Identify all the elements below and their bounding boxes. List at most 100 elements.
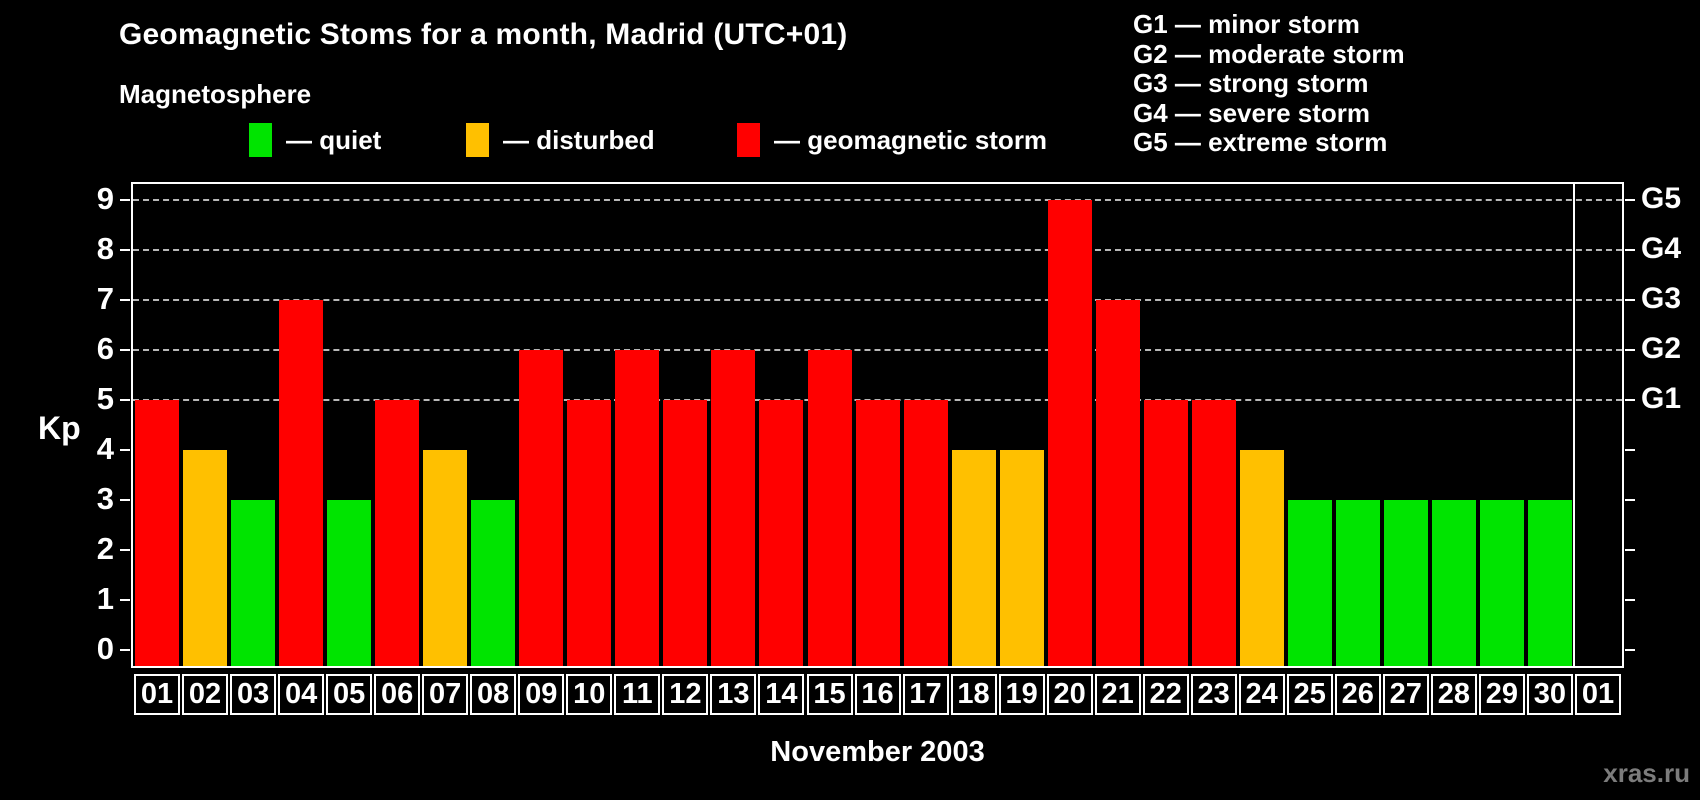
legend-label-storm: — geomagnetic storm <box>774 125 1048 155</box>
x-axis-cell-29: 30 <box>1526 674 1573 715</box>
x-axis-cell-6: 07 <box>422 674 469 715</box>
y-tick-label-5: 5 <box>96 381 114 416</box>
g-legend-line-g2: G2 — moderate storm <box>1133 38 1405 69</box>
y-tick-right-8 <box>1625 249 1635 251</box>
bar-day-30 <box>1527 500 1572 666</box>
bar-day-12 <box>663 400 708 666</box>
x-axis-cell-24: 25 <box>1286 674 1333 715</box>
x-axis-cell-27: 28 <box>1430 674 1477 715</box>
y-tick-right-0 <box>1625 649 1635 651</box>
bar-day-18 <box>951 450 996 666</box>
x-axis-cell-15: 16 <box>854 674 901 715</box>
y-tick-label-8: 8 <box>96 231 114 266</box>
bar-day-11 <box>615 350 660 666</box>
bar-day-13 <box>711 350 756 666</box>
x-axis-cell-11: 12 <box>662 674 709 715</box>
y-tick-label-9: 9 <box>96 181 114 216</box>
bar-day-15 <box>807 350 852 666</box>
x-axis-cell-25: 26 <box>1334 674 1381 715</box>
bar-day-06 <box>375 400 420 666</box>
x-axis-cell-20: 21 <box>1094 674 1141 715</box>
right-axis-label-g3: G3 <box>1641 282 1682 315</box>
x-axis-cell-5: 06 <box>374 674 421 715</box>
bar-day-08 <box>471 500 516 666</box>
y-axis-label-kp: Kp <box>38 410 81 446</box>
bar-day-27 <box>1383 500 1428 666</box>
x-axis-cell-14: 15 <box>806 674 853 715</box>
bar-day-03 <box>231 500 276 666</box>
watermark-xras: xras.ru <box>1603 758 1690 788</box>
bar-day-16 <box>855 400 900 666</box>
y-tick-right-2 <box>1625 549 1635 551</box>
g-legend-line-g5: G5 — extreme storm <box>1133 127 1388 157</box>
y-tick-left-1 <box>120 599 130 601</box>
bar-day-25 <box>1287 500 1332 666</box>
bar-day-04 <box>279 300 324 666</box>
gridline-kp9 <box>133 199 1622 201</box>
y-tick-right-7 <box>1625 299 1635 301</box>
x-axis-title: November 2003 <box>770 736 985 768</box>
x-axis-cell-0: 01 <box>134 674 180 715</box>
y-tick-label-3: 3 <box>96 481 114 516</box>
y-tick-left-4 <box>120 449 130 451</box>
right-axis-label-g4: G4 <box>1641 232 1682 265</box>
x-axis-cell-30: 01 <box>1575 674 1621 715</box>
g-legend-line-g3: G3 — strong storm <box>1133 68 1369 98</box>
x-axis-cell-8: 09 <box>518 674 565 715</box>
x-axis-cell-23: 24 <box>1238 674 1285 715</box>
y-tick-right-9 <box>1625 199 1635 201</box>
bar-day-24 <box>1239 450 1284 666</box>
y-tick-right-5 <box>1625 399 1635 401</box>
plot-frame <box>131 182 1624 668</box>
bar-day-22 <box>1143 400 1188 666</box>
right-axis-label-g1: G1 <box>1641 382 1682 415</box>
y-tick-right-4 <box>1625 449 1635 451</box>
bar-day-02 <box>183 450 227 666</box>
chart-title: Geomagnetic Stoms for a month, Madrid (U… <box>119 18 848 51</box>
gridline-kp6 <box>133 349 1622 351</box>
x-axis-cell-28: 29 <box>1478 674 1525 715</box>
x-axis-cell-13: 14 <box>758 674 805 715</box>
y-tick-left-2 <box>120 549 130 551</box>
x-axis-cell-1: 02 <box>182 674 228 715</box>
bar-day-28 <box>1431 500 1476 666</box>
bar-day-19 <box>999 450 1044 666</box>
x-axis-cell-18: 19 <box>998 674 1045 715</box>
x-axis-cell-17: 18 <box>950 674 997 715</box>
y-tick-right-1 <box>1625 599 1635 601</box>
bar-day-23 <box>1191 400 1236 666</box>
bar-day-01 <box>135 400 179 666</box>
y-tick-label-7: 7 <box>96 281 114 316</box>
y-tick-left-8 <box>120 249 130 251</box>
x-axis-cell-7: 08 <box>470 674 517 715</box>
x-axis-cell-12: 13 <box>710 674 757 715</box>
y-tick-left-6 <box>120 349 130 351</box>
bar-day-07 <box>423 450 468 666</box>
x-axis-cell-4: 05 <box>326 674 373 715</box>
legend-label-quiet: — quiet <box>286 125 382 155</box>
bar-day-05 <box>327 500 372 666</box>
y-tick-left-9 <box>120 199 130 201</box>
x-axis-cell-21: 22 <box>1142 674 1189 715</box>
legend-label-disturbed: — disturbed <box>503 125 655 155</box>
g-scale-legend: G1 — minor storm G2 — moderate storm G3 … <box>1133 9 1405 158</box>
bar-day-10 <box>567 400 612 666</box>
bar-day-09 <box>519 350 564 666</box>
right-axis-label-g2: G2 <box>1641 332 1682 365</box>
x-axis-cell-16: 17 <box>902 674 949 715</box>
x-axis-cell-3: 04 <box>278 674 325 715</box>
y-tick-right-6 <box>1625 349 1635 351</box>
magnetosphere-legend-heading: Magnetosphere <box>119 79 312 109</box>
y-tick-label-1: 1 <box>96 581 114 616</box>
y-tick-label-6: 6 <box>96 331 114 366</box>
bar-day-17 <box>903 400 948 666</box>
disturbed-color-swatch <box>466 123 489 157</box>
gridline-kp7 <box>133 299 1622 301</box>
y-tick-label-2: 2 <box>96 531 114 566</box>
y-tick-left-0 <box>120 649 130 651</box>
y-tick-left-5 <box>120 399 130 401</box>
y-tick-left-3 <box>120 499 130 501</box>
storm-color-swatch <box>737 123 760 157</box>
quiet-color-swatch <box>249 123 272 157</box>
